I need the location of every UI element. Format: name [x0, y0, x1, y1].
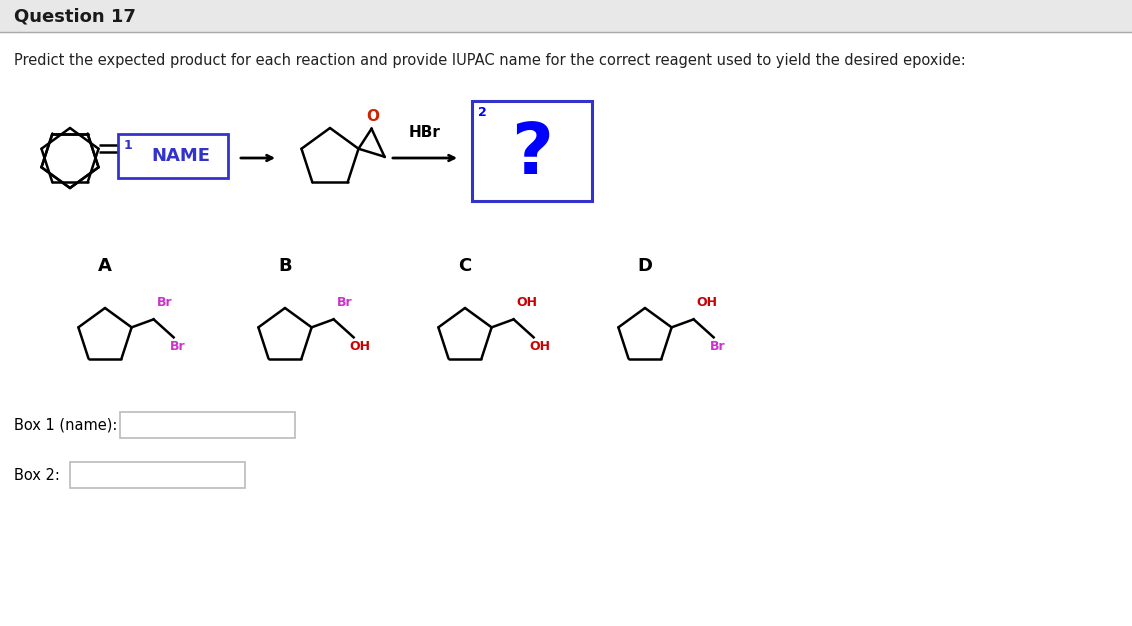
Text: 1: 1 — [125, 139, 132, 152]
Text: D: D — [637, 257, 652, 275]
Text: A: A — [98, 257, 112, 275]
Text: O: O — [366, 109, 379, 124]
Text: Box 2:: Box 2: — [14, 468, 60, 483]
Text: Br: Br — [156, 296, 172, 309]
Text: NAME: NAME — [152, 147, 211, 165]
Text: OH: OH — [516, 296, 538, 309]
Text: Br: Br — [710, 341, 726, 353]
Text: Br: Br — [170, 341, 186, 353]
Text: Question 17: Question 17 — [14, 7, 136, 25]
Text: OH: OH — [530, 341, 550, 353]
Text: OH: OH — [350, 341, 370, 353]
Text: HBr: HBr — [409, 125, 441, 140]
Bar — [70, 462, 245, 488]
Bar — [120, 412, 295, 438]
Bar — [118, 134, 228, 178]
Text: Predict the expected product for each reaction and provide IUPAC name for the co: Predict the expected product for each re… — [14, 53, 966, 68]
Bar — [0, 0, 1132, 32]
Text: C: C — [458, 257, 472, 275]
Text: Br: Br — [336, 296, 352, 309]
Text: B: B — [278, 257, 292, 275]
Text: OH: OH — [696, 296, 718, 309]
Text: 2: 2 — [478, 106, 487, 119]
Text: ?: ? — [511, 120, 554, 190]
Text: Box 1 (name):: Box 1 (name): — [14, 418, 118, 433]
Bar — [472, 101, 592, 201]
